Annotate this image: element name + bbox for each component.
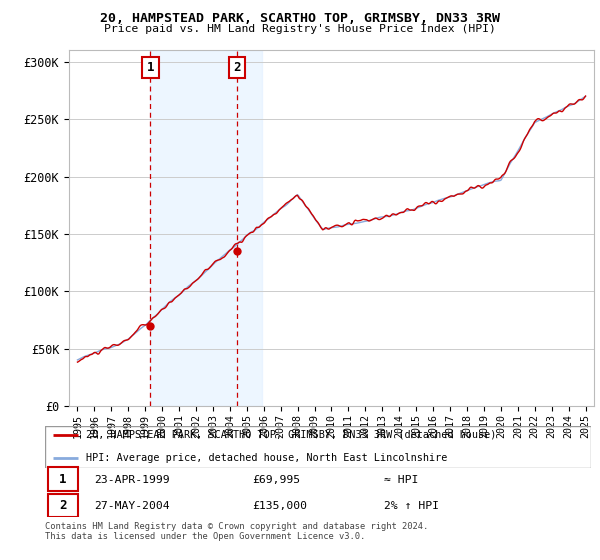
Text: Price paid vs. HM Land Registry's House Price Index (HPI): Price paid vs. HM Land Registry's House … (104, 24, 496, 34)
Text: £69,995: £69,995 (253, 474, 301, 484)
Text: 27-MAY-2004: 27-MAY-2004 (94, 501, 170, 511)
Bar (151, 50, 262, 406)
Text: 2% ↑ HPI: 2% ↑ HPI (383, 501, 439, 511)
Text: 2: 2 (233, 61, 241, 74)
FancyBboxPatch shape (48, 468, 78, 491)
Text: 20, HAMPSTEAD PARK, SCARTHO TOP, GRIMSBY, DN33 3RW: 20, HAMPSTEAD PARK, SCARTHO TOP, GRIMSBY… (100, 12, 500, 25)
Text: HPI: Average price, detached house, North East Lincolnshire: HPI: Average price, detached house, Nort… (86, 454, 448, 463)
FancyBboxPatch shape (48, 494, 78, 517)
Text: £135,000: £135,000 (253, 501, 307, 511)
Text: 1: 1 (59, 473, 67, 486)
Text: 23-APR-1999: 23-APR-1999 (94, 474, 170, 484)
Text: 2: 2 (59, 500, 67, 512)
Text: 1: 1 (147, 61, 154, 74)
Text: 20, HAMPSTEAD PARK, SCARTHO TOP, GRIMSBY, DN33 3RW (detached house): 20, HAMPSTEAD PARK, SCARTHO TOP, GRIMSBY… (86, 430, 496, 440)
Text: Contains HM Land Registry data © Crown copyright and database right 2024.
This d: Contains HM Land Registry data © Crown c… (45, 522, 428, 542)
Text: ≈ HPI: ≈ HPI (383, 474, 418, 484)
